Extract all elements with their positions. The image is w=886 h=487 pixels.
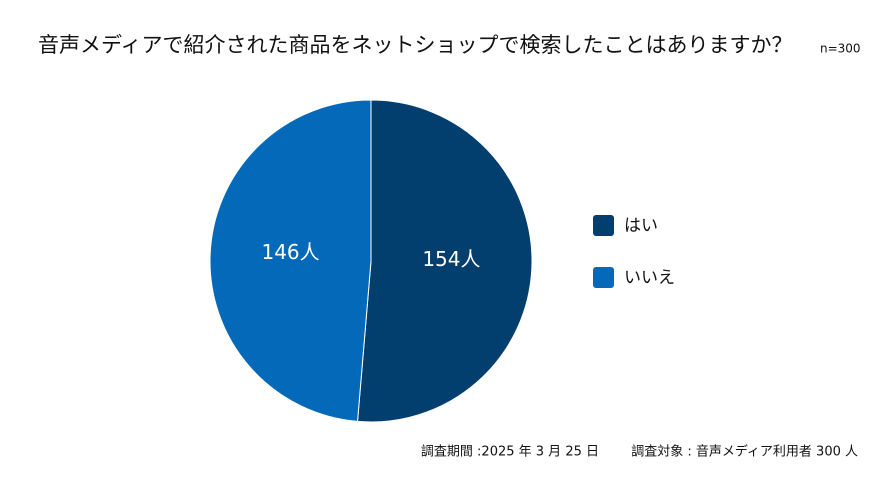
chart-title: 音声メディアで紹介された商品をネットショップで検索したことはありますか？ (38, 33, 793, 57)
legend-label: いいえ (624, 268, 675, 288)
pie-slice (209, 99, 372, 422)
legend-swatch (593, 267, 614, 288)
footnote: 調査期間 :2025 年 3 月 25 日 (421, 445, 599, 460)
chart-subtitle: n=300 (820, 42, 861, 56)
data-label: 154人 (422, 247, 480, 271)
pie-slice (356, 99, 533, 423)
footnote: 調査対象 : 音声メディア利用者 300 人 (631, 444, 858, 460)
legend-swatch (593, 215, 614, 236)
data-label: 146人 (261, 240, 319, 264)
legend-label: はい (624, 216, 658, 236)
